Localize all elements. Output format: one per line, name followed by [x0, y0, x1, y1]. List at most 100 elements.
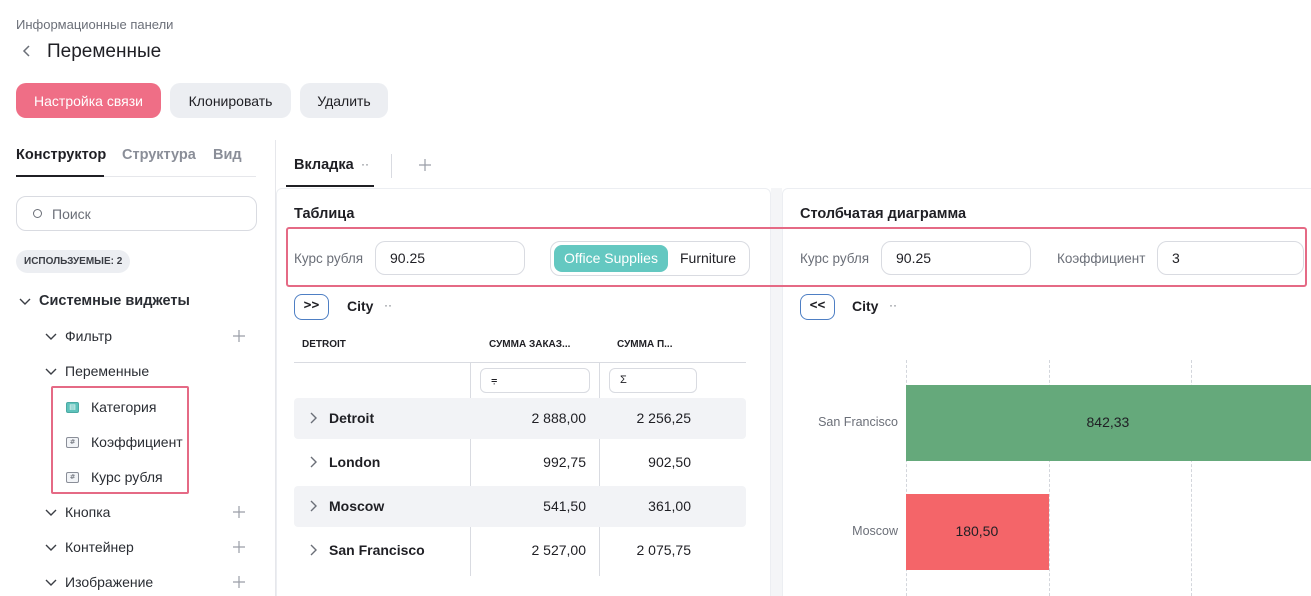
- tree-label: Кнопка: [65, 504, 111, 520]
- delete-button[interactable]: Удалить: [300, 83, 388, 118]
- add-image-plus-icon[interactable]: [232, 575, 246, 589]
- search-field[interactable]: [16, 196, 257, 231]
- tree-item-system-widgets[interactable]: Системные виджеты: [18, 291, 190, 311]
- row-value-2: 902,50: [648, 454, 691, 470]
- tree-label: Изображение: [65, 574, 154, 590]
- tree-label: Фильтр: [65, 328, 113, 344]
- chevron-down-icon[interactable]: [44, 540, 58, 554]
- column-header-order-sum[interactable]: СУММА ЗАКАЗ...: [489, 339, 571, 350]
- tree-label: Контейнер: [65, 539, 134, 555]
- row-value-1: 992,75: [543, 454, 586, 470]
- category-label: San Francisco: [818, 415, 898, 429]
- chevron-right-icon[interactable]: [306, 543, 320, 557]
- tree-label: Переменные: [65, 363, 150, 379]
- grid-line: [906, 360, 907, 596]
- tab-main[interactable]: Вкладка: [294, 157, 354, 173]
- tab-view[interactable]: Вид: [213, 147, 242, 163]
- drill-menu-dots-icon[interactable]: ··: [889, 298, 897, 312]
- add-button-plus-icon[interactable]: [232, 505, 246, 519]
- table-row[interactable]: Moscow 541,50 361,00: [294, 486, 746, 527]
- table-row[interactable]: San Francisco 2 527,00 2 075,75: [294, 530, 746, 571]
- add-filter-plus-icon[interactable]: [232, 329, 246, 343]
- variable-item-category[interactable]: ▤ Категория: [66, 397, 156, 417]
- variable-item-coefficient[interactable]: # Коэффициент: [66, 432, 183, 452]
- search-input[interactable]: [52, 204, 242, 224]
- category-variable-icon: ▤: [66, 401, 79, 413]
- numeric-variable-icon: #: [66, 436, 79, 448]
- connection-settings-button[interactable]: Настройка связи: [16, 83, 161, 118]
- variable-label: Курс рубля: [91, 469, 163, 485]
- active-main-tab-indicator: [286, 185, 374, 187]
- bar-value-label: 180,50: [955, 523, 999, 539]
- add-container-plus-icon[interactable]: [232, 540, 246, 554]
- chevron-down-icon[interactable]: [44, 575, 58, 589]
- chevron-right-icon[interactable]: [306, 499, 320, 513]
- back-arrow-icon[interactable]: [20, 40, 40, 62]
- drill-menu-dots-icon[interactable]: ··: [384, 298, 392, 312]
- row-value-1: 541,50: [543, 498, 586, 514]
- active-tab-indicator: [16, 175, 104, 177]
- column-divider: [470, 362, 471, 576]
- column-header-city[interactable]: DETROIT: [302, 339, 346, 350]
- tree-item-variables[interactable]: Переменные: [44, 361, 149, 381]
- drill-level-label: City: [852, 298, 879, 314]
- table-row[interactable]: Detroit 2 888,00 2 256,25: [294, 398, 746, 439]
- coefficient-input[interactable]: 3: [1157, 241, 1304, 275]
- column-header-sum[interactable]: СУММА П...: [617, 339, 673, 350]
- variables-highlight-box: [286, 227, 1307, 287]
- row-value-2: 2 256,25: [636, 410, 692, 426]
- chevron-right-icon[interactable]: [306, 411, 320, 425]
- add-tab-plus-icon[interactable]: [418, 158, 432, 172]
- header-divider: [294, 362, 746, 363]
- breadcrumb[interactable]: Информационные панели: [16, 17, 174, 32]
- chevron-right-icon[interactable]: [306, 455, 320, 469]
- chevron-down-icon[interactable]: [18, 294, 32, 308]
- category-segmented-control[interactable]: Office Supplies Furniture: [550, 241, 750, 276]
- chevron-down-icon[interactable]: [44, 364, 58, 378]
- rate-input[interactable]: 90.25: [881, 241, 1031, 275]
- row-city: London: [329, 454, 381, 470]
- bar[interactable]: [906, 494, 1049, 570]
- chevron-down-icon[interactable]: [44, 505, 58, 519]
- table-row[interactable]: London 992,75 902,50: [294, 442, 746, 483]
- row-value-2: 361,00: [648, 498, 691, 514]
- row-value-1: 2 888,00: [531, 410, 587, 426]
- variable-label: Категория: [91, 399, 157, 415]
- clone-button[interactable]: Клонировать: [170, 83, 291, 118]
- drill-up-button[interactable]: <<: [800, 294, 835, 320]
- chevron-down-icon[interactable]: [44, 329, 58, 343]
- drill-down-button[interactable]: >>: [294, 294, 329, 320]
- panel-divider[interactable]: [275, 140, 276, 596]
- page-title: Переменные: [47, 41, 162, 62]
- bar-value-label: 842,33: [1086, 414, 1130, 430]
- row-city: Detroit: [329, 410, 375, 426]
- rate-label: Курс рубля: [800, 251, 870, 266]
- aggregation-filter-icon[interactable]: ⩦: [480, 368, 590, 393]
- row-city: Moscow: [329, 498, 385, 514]
- variable-item-ruble-rate[interactable]: # Курс рубля: [66, 467, 163, 487]
- grid-line: [1191, 360, 1192, 596]
- aggregation-sum-icon[interactable]: Σ: [609, 368, 697, 393]
- variables-highlight-box: [51, 386, 189, 494]
- table-widget-title: Таблица: [294, 206, 355, 222]
- tab-structure[interactable]: Структура: [122, 147, 196, 163]
- tab-constructor[interactable]: Конструктор: [16, 147, 107, 163]
- column-divider: [599, 362, 600, 576]
- rate-input[interactable]: 90.25: [375, 241, 525, 275]
- bar-chart-title: Столбчатая диаграмма: [800, 206, 967, 222]
- category-label: Moscow: [852, 524, 898, 538]
- tree-item-filter[interactable]: Фильтр: [44, 326, 112, 346]
- tree-item-button[interactable]: Кнопка: [44, 502, 110, 522]
- rate-label: Курс рубля: [294, 251, 364, 266]
- row-city: San Francisco: [329, 542, 425, 558]
- segment-furniture[interactable]: Furniture: [680, 250, 737, 266]
- tree-item-container[interactable]: Контейнер: [44, 537, 134, 557]
- variable-label: Коэффициент: [91, 434, 183, 450]
- used-count-badge[interactable]: ИСПОЛЬЗУЕМЫЕ: 2: [16, 250, 131, 273]
- tree-item-image[interactable]: Изображение: [44, 572, 153, 592]
- coefficient-label: Коэффициент: [1057, 251, 1146, 266]
- grid-line: [1049, 360, 1050, 596]
- segment-office-supplies[interactable]: Office Supplies: [554, 245, 668, 272]
- bar[interactable]: [906, 385, 1311, 461]
- tab-menu-dots-icon[interactable]: ··: [361, 157, 369, 171]
